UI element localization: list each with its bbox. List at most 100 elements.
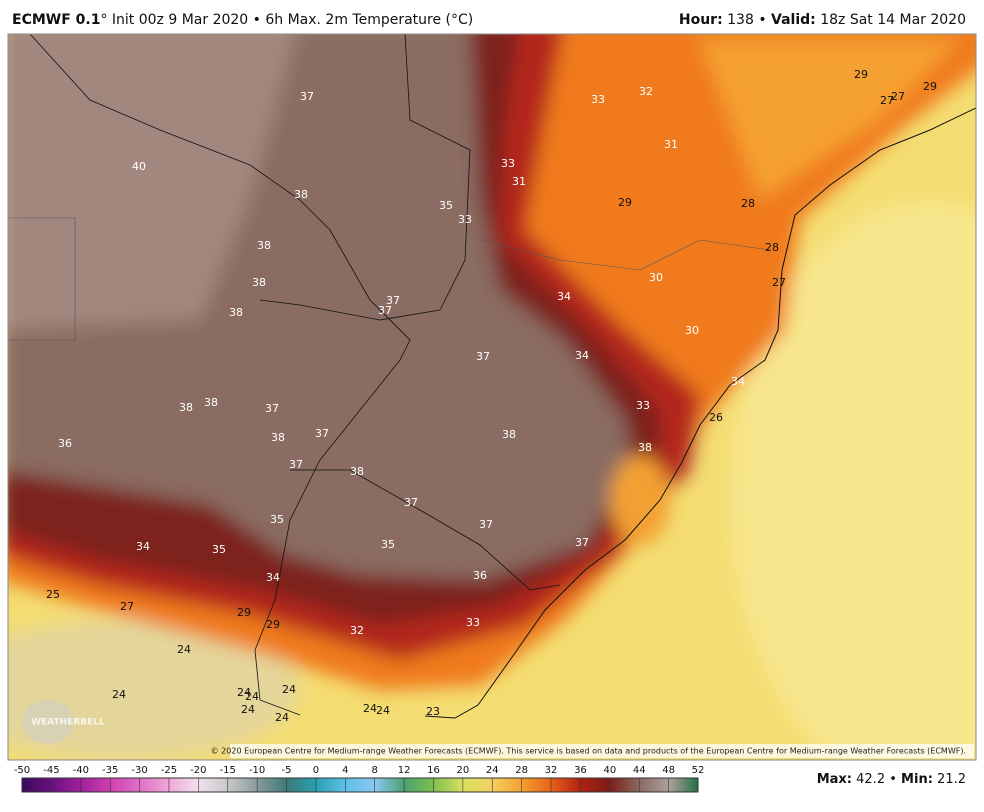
temperature-label: 37 (378, 304, 392, 317)
temperature-label: 34 (575, 349, 589, 362)
temperature-label: 37 (315, 427, 329, 440)
header-right: Hour: 138 • Valid: 18z Sat 14 Mar 2020 (679, 12, 966, 28)
model: ECMWF 0.1 (12, 12, 100, 28)
valid: 18z Sat 14 Mar 2020 (820, 12, 966, 28)
temperature-label: 29 (266, 618, 280, 631)
temperature-label: 25 (46, 588, 60, 601)
colorbar-tick-label: 20 (457, 765, 470, 776)
temperature-field (8, 34, 976, 760)
colorbar-segment (551, 778, 581, 792)
colorbar-segment (462, 778, 493, 792)
colorbar-tick-label: 12 (398, 765, 411, 776)
colorbar-tick-label: 52 (692, 765, 705, 776)
separator: • (758, 12, 766, 28)
temperature-label: 33 (466, 616, 480, 629)
colorbar-segment (433, 778, 464, 792)
temperature-label: 36 (473, 569, 487, 582)
temperature-label: 31 (512, 175, 526, 188)
valid-label: Valid: (771, 12, 816, 28)
copyright-bg (230, 744, 974, 758)
temperature-label: 23 (426, 705, 440, 718)
colorbar-tick-label: -15 (220, 765, 236, 776)
temperature-label: 38 (502, 428, 516, 441)
temperature-label: 40 (132, 160, 146, 173)
temperature-label: 37 (404, 496, 418, 509)
colorbar-segment (609, 778, 640, 792)
map-frame (7, 33, 977, 761)
colorbar-segment (227, 778, 258, 792)
temperature-label: 30 (685, 324, 699, 337)
temperature-label: 37 (289, 458, 303, 471)
temperature-label: 24 (241, 703, 255, 716)
temperature-label: 31 (664, 138, 678, 151)
title: ° Init 00z 9 Mar 2020 • 6h Max. 2m Tempe… (100, 12, 473, 28)
colorbar-tick-label: -25 (161, 765, 177, 776)
temperature-label: 24 (376, 704, 390, 717)
colorbar-segment (668, 778, 699, 792)
temperature-label: 38 (179, 401, 193, 414)
temperature-label: 29 (237, 606, 251, 619)
colorbar-segment (374, 778, 405, 792)
temperature-label: 37 (300, 90, 314, 103)
colorbar-tick-label: 36 (574, 765, 587, 776)
hour-label: Hour: (679, 12, 723, 28)
temperature-label: 35 (270, 513, 284, 526)
colorbar-tick-label: -20 (190, 765, 206, 776)
temperature-label: 37 (479, 518, 493, 531)
state-border (479, 239, 771, 271)
temperature-label: 35 (212, 543, 226, 556)
temperature-label: 33 (636, 399, 650, 412)
colorbar-tick-label: -45 (43, 765, 59, 776)
logo-mark (22, 700, 74, 744)
temperature-label: 36 (58, 437, 72, 450)
colorbar-tick-label: -35 (102, 765, 118, 776)
temperature-label: 24 (282, 683, 296, 696)
logo: WEATHERBELL (31, 718, 105, 728)
temperature-label: 38 (638, 441, 652, 454)
copyright: © 2020 European Centre for Medium-range … (211, 747, 966, 756)
colorbar-tick-label: -40 (73, 765, 89, 776)
temperature-label: 29 (854, 68, 868, 81)
colorbar-segment (404, 778, 434, 792)
border (290, 469, 561, 591)
colorbar-tick-label: 40 (603, 765, 616, 776)
colorbar-segment (345, 778, 376, 792)
colorbar-tick-label: 8 (372, 765, 378, 776)
max: 42.2 (856, 772, 885, 787)
temperature-label: 37 (575, 536, 589, 549)
colorbar-segment (639, 778, 670, 792)
temperature-label: 34 (136, 540, 150, 553)
temperature-label: 35 (439, 199, 453, 212)
border (29, 34, 411, 716)
temperature-label: 38 (229, 306, 243, 319)
max-label: Max: (817, 772, 852, 787)
hour: 138 (727, 12, 754, 28)
colorbar-segment (580, 778, 611, 792)
temperature-label: 30 (649, 271, 663, 284)
temperature-label: 34 (731, 375, 745, 388)
temperature-label: 34 (557, 290, 571, 303)
colorbar-tick-label: -30 (131, 765, 147, 776)
temperature-label: 26 (709, 411, 723, 424)
colorbar-tick-label: 4 (342, 765, 348, 776)
temperature-label: 24 (363, 702, 377, 715)
temperature-label: 24 (237, 686, 251, 699)
colorbar-tick-label: 0 (313, 765, 319, 776)
min-label: Min: (901, 772, 933, 787)
temperature-label: 37 (476, 350, 490, 363)
temperature-label: 27 (120, 600, 134, 613)
temperature-label: 24 (275, 711, 289, 724)
colorbar-tick-label: -5 (282, 765, 292, 776)
coastline (424, 107, 976, 719)
header-left: ECMWF 0.1° Init 00z 9 Mar 2020 • 6h Max.… (12, 12, 473, 28)
temperature-label: 38 (350, 465, 364, 478)
colorbar-segment (80, 778, 111, 792)
colorbar-segment (168, 778, 199, 792)
colorbar: -50 -45 -40 -35 -30 -25 -20 -15 -10 -5 0 4 8 12 16 20 24… (14, 765, 705, 793)
colorbar-segment (257, 778, 288, 792)
colorbar-segment (315, 778, 346, 792)
colorbar-segment (22, 778, 52, 792)
